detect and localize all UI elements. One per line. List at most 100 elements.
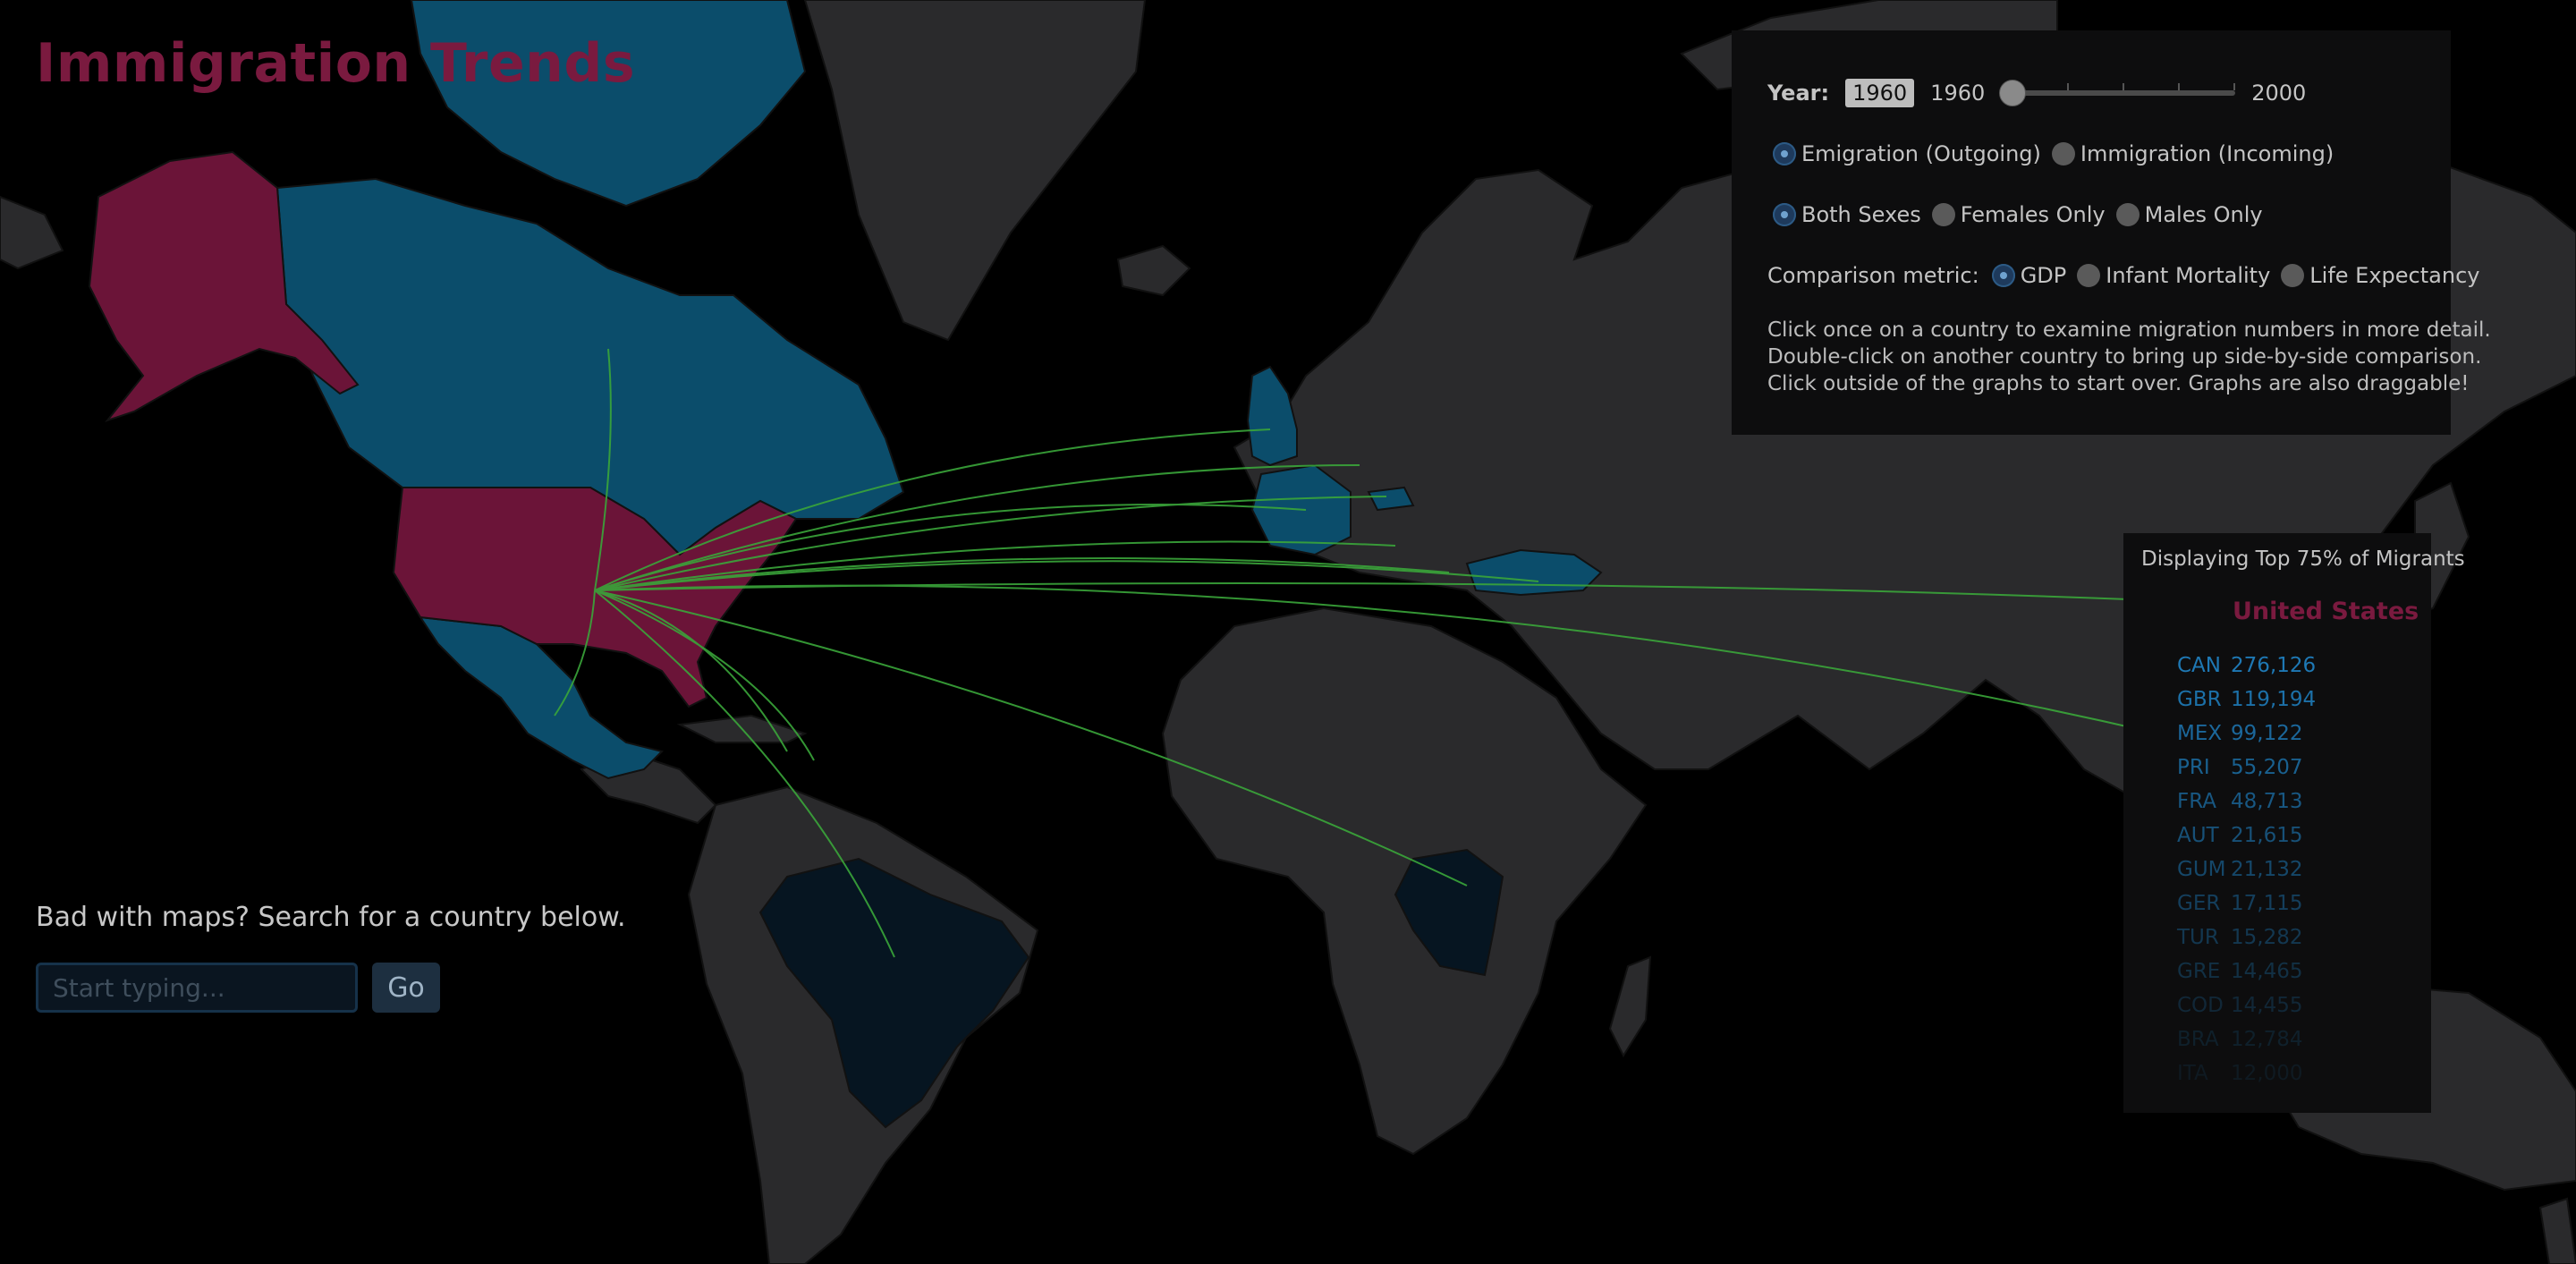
- destination-code: MEX: [2177, 722, 2223, 745]
- instruction-line: Double-click on another country to bring…: [1767, 345, 2482, 369]
- destination-row: FRA 48,713: [2177, 790, 2431, 824]
- destination-row: GRE 14,465: [2177, 960, 2431, 994]
- radio-gdp[interactable]: [1991, 264, 2015, 287]
- destination-code: BRA: [2177, 1028, 2219, 1051]
- destination-count: 14,455: [2231, 994, 2303, 1017]
- destination-code: PRI: [2177, 756, 2210, 779]
- radio-immigration-label[interactable]: Immigration (Incoming): [2080, 141, 2334, 166]
- destination-code: GUM: [2177, 858, 2226, 881]
- instruction-line: Click outside of the graphs to start ove…: [1767, 372, 2470, 395]
- radio-males-only[interactable]: [2115, 203, 2140, 226]
- metric-options: Comparison metric: GDP Infant Mortality …: [1767, 256, 2479, 295]
- direction-options: Emigration (Outgoing) Immigration (Incom…: [1767, 134, 2415, 174]
- country-austria[interactable]: [1367, 486, 1415, 512]
- radio-infant-mortality[interactable]: [2077, 264, 2101, 287]
- year-row: Year: 1960 1960 2000: [1767, 73, 2415, 113]
- destination-count: 15,282: [2231, 926, 2303, 949]
- radio-both-sexes[interactable]: [1773, 203, 1796, 226]
- destination-code: FRA: [2177, 790, 2217, 813]
- year-slider[interactable]: [1999, 80, 2236, 106]
- flow-line-tur: [594, 560, 1539, 591]
- country-new-zealand[interactable]: [2538, 1197, 2576, 1264]
- destination-code: AUT: [2177, 824, 2219, 847]
- destination-row: ITA 12,000: [2177, 1062, 2431, 1096]
- destination-row: COD 14,455: [2177, 994, 2431, 1028]
- country-brazil[interactable]: [758, 857, 1030, 1129]
- go-button[interactable]: Go: [372, 963, 440, 1013]
- destination-count: 12,784: [2231, 1028, 2303, 1051]
- destination-count: 48,713: [2231, 790, 2303, 813]
- destination-row: GER 17,115: [2177, 892, 2431, 926]
- country-iceland[interactable]: [1116, 244, 1191, 297]
- migrants-panel[interactable]: Displaying Top 75% of Migrants United St…: [2123, 533, 2465, 1113]
- destination-count: 17,115: [2231, 892, 2303, 915]
- page-title: Immigration Trends: [36, 32, 636, 95]
- country-united-kingdom[interactable]: [1246, 365, 1298, 467]
- controls-panel: Year: 1960 1960 2000 Emigration (Outgoin…: [1732, 30, 2491, 435]
- slider-min-label: 1960: [1930, 81, 1986, 106]
- radio-females-only-label[interactable]: Females Only: [1960, 202, 2106, 227]
- radio-immigration[interactable]: [2051, 142, 2075, 165]
- flow-line-gbr: [594, 428, 1271, 591]
- destination-row: PRI 55,207: [2177, 756, 2431, 790]
- country-greenland[interactable]: [803, 0, 1147, 342]
- flow-line-far: [594, 582, 2130, 600]
- flow-line-bra: [594, 590, 895, 958]
- destination-row: BRA 12,784: [2177, 1028, 2431, 1062]
- destination-count: 14,465: [2231, 960, 2303, 983]
- country-alaska[interactable]: [88, 150, 360, 423]
- country-dr-congo[interactable]: [1394, 848, 1504, 977]
- year-slider-thumb[interactable]: [1999, 80, 2027, 106]
- instruction-line: Click once on a country to examine migra…: [1767, 318, 2491, 342]
- panel-country-name: United States: [2233, 598, 2419, 625]
- flow-line-car: [594, 590, 788, 752]
- destination-row: GBR 119,194: [2177, 688, 2431, 722]
- panel-header: Displaying Top 75% of Migrants: [2141, 547, 2465, 571]
- radio-life-expectancy-label[interactable]: Life Expectancy: [2309, 263, 2480, 288]
- destination-row: AUT 21,615: [2177, 824, 2431, 858]
- destination-code: GER: [2177, 892, 2221, 915]
- search-prompt: Bad with maps? Search for a country belo…: [36, 902, 626, 933]
- destination-count: 55,207: [2231, 756, 2303, 779]
- year-value: 1960: [1845, 79, 1915, 107]
- year-label: Year:: [1767, 81, 1830, 106]
- region-left-islands[interactable]: [0, 195, 64, 270]
- flow-line-can: [594, 348, 612, 591]
- radio-gdp-label[interactable]: GDP: [2020, 263, 2067, 288]
- flow-line-mex: [554, 590, 596, 717]
- destination-count: 276,126: [2231, 654, 2317, 677]
- country-mexico[interactable]: [418, 615, 664, 780]
- destination-code: CAN: [2177, 654, 2221, 677]
- destination-row: GUM 21,132: [2177, 858, 2431, 892]
- destination-list: CAN 276,126 GBR 119,194 MEX 99,122 PRI 55,207 FR…: [2177, 654, 2431, 1096]
- country-madagascar[interactable]: [1608, 955, 1652, 1058]
- flow-line-aut: [594, 496, 1387, 591]
- radio-infant-mortality-label[interactable]: Infant Mortality: [2106, 263, 2271, 288]
- flow-line-cod: [594, 590, 1468, 886]
- destination-row: CAN 276,126: [2177, 654, 2431, 688]
- radio-females-only[interactable]: [1931, 203, 1955, 226]
- destination-count: 119,194: [2231, 688, 2317, 711]
- flow-line-ita: [594, 540, 1396, 591]
- destination-code: COD: [2177, 994, 2224, 1017]
- radio-emigration-label[interactable]: Emigration (Outgoing): [1801, 141, 2041, 166]
- country-search-input[interactable]: [36, 963, 358, 1013]
- radio-males-only-label[interactable]: Males Only: [2144, 202, 2263, 227]
- destination-count: 21,615: [2231, 824, 2303, 847]
- flow-line-gre: [594, 557, 1450, 591]
- destination-row: MEX 99,122: [2177, 722, 2431, 756]
- radio-emigration[interactable]: [1773, 142, 1796, 165]
- flow-line-fra: [594, 504, 1307, 591]
- destination-code: GBR: [2177, 688, 2222, 711]
- destination-count: 99,122: [2231, 722, 2303, 745]
- country-canada-islands[interactable]: [410, 0, 807, 208]
- destination-code: ITA: [2177, 1062, 2208, 1085]
- radio-both-sexes-label[interactable]: Both Sexes: [1801, 202, 1921, 227]
- flow-line-ger: [594, 464, 1360, 591]
- destination-count: 21,132: [2231, 858, 2303, 881]
- destination-code: GRE: [2177, 960, 2221, 983]
- instructions: Click once on a country to examine migra…: [1767, 317, 2491, 397]
- destination-code: TUR: [2177, 926, 2219, 949]
- flow-line-pri: [594, 590, 815, 761]
- radio-life-expectancy[interactable]: [2281, 264, 2305, 287]
